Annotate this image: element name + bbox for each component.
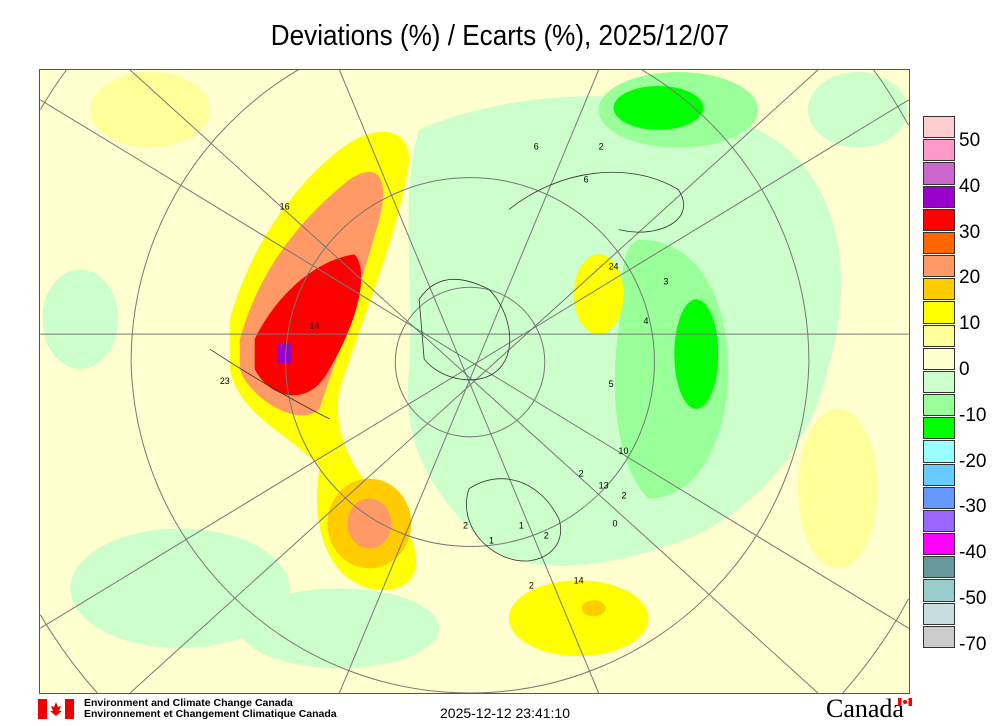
station-labels: 16 14 23 24 3 4 5 10 13 2 2 0 2 1 1 2 2 … <box>220 142 669 591</box>
svg-text:14: 14 <box>310 321 320 331</box>
timestamp: 2025-12-12 23:41:10 <box>440 705 570 721</box>
legend-swatch <box>923 185 955 208</box>
legend-label: 10 <box>959 313 981 335</box>
graticule <box>40 70 909 693</box>
legend-label: 40 <box>959 175 981 197</box>
legend-swatch <box>923 324 955 347</box>
legend-swatch <box>923 509 955 533</box>
legend-swatch <box>923 116 955 139</box>
organization-name: Environment and Climate Change Canada En… <box>84 698 337 720</box>
canada-flag-icon <box>38 699 74 719</box>
legend-label: -10 <box>959 404 987 426</box>
legend-label: 30 <box>959 221 981 243</box>
legend-swatch <box>923 556 955 579</box>
svg-text:2: 2 <box>599 142 604 152</box>
legend-swatch <box>923 486 955 509</box>
legend-swatch <box>923 301 955 324</box>
negative-anomaly-areas <box>42 71 908 669</box>
svg-text:10: 10 <box>619 446 629 456</box>
svg-text:1: 1 <box>489 535 494 545</box>
legend-swatch <box>923 440 955 463</box>
color-legend <box>923 115 955 648</box>
svg-text:14: 14 <box>574 575 584 585</box>
svg-text:4: 4 <box>643 316 648 326</box>
legend-label: -40 <box>959 542 987 564</box>
legend-swatch <box>923 208 955 231</box>
svg-text:2: 2 <box>463 521 468 531</box>
svg-text:2: 2 <box>579 469 584 479</box>
org-name-fr: Environnement et Changement Climatique C… <box>84 708 337 720</box>
legend-label: -70 <box>959 633 987 655</box>
legend-swatch <box>923 417 955 440</box>
svg-text:2: 2 <box>544 530 549 540</box>
legend-swatch <box>923 602 955 625</box>
svg-text:6: 6 <box>584 175 589 185</box>
svg-text:2: 2 <box>529 580 534 590</box>
canada-wordmark: Canada <box>826 694 904 723</box>
legend-swatch <box>923 347 955 370</box>
legend-swatch <box>923 162 955 185</box>
svg-text:1: 1 <box>519 521 524 531</box>
polar-map: 16 14 23 24 3 4 5 10 13 2 2 0 2 1 1 2 2 … <box>39 69 910 694</box>
legend-swatch <box>923 625 955 648</box>
legend-swatch <box>923 370 955 394</box>
org-name-en: Environment and Climate Change Canada <box>84 697 293 709</box>
legend-swatch <box>923 278 955 301</box>
legend-label: -50 <box>959 588 987 609</box>
svg-text:24: 24 <box>609 261 619 271</box>
legend-swatch <box>923 579 955 602</box>
legend-swatch <box>923 394 955 417</box>
legend-swatch <box>923 231 955 255</box>
svg-text:3: 3 <box>663 276 668 286</box>
svg-text:16: 16 <box>280 202 290 212</box>
legend-swatch <box>923 463 955 486</box>
svg-text:6: 6 <box>534 142 539 152</box>
legend-swatch <box>923 139 955 162</box>
svg-text:5: 5 <box>609 379 614 389</box>
deviation-field: 16 14 23 24 3 4 5 10 13 2 2 0 2 1 1 2 2 … <box>40 70 909 693</box>
svg-text:23: 23 <box>220 376 230 386</box>
svg-text:2: 2 <box>622 491 627 501</box>
legend-swatch <box>923 255 955 278</box>
legend-label: 50 <box>959 130 981 151</box>
svg-text:13: 13 <box>599 481 609 491</box>
legend-label: 0 <box>959 359 970 380</box>
legend-label: -30 <box>959 496 987 518</box>
chart-title: Deviations (%) / Ecarts (%), 2025/12/07 <box>270 20 730 52</box>
legend-label: 20 <box>959 267 981 289</box>
legend-label: -20 <box>959 450 987 472</box>
coastlines <box>209 171 685 562</box>
wordmark-flag-icon <box>898 698 912 706</box>
legend-swatch <box>923 533 955 556</box>
svg-text:0: 0 <box>613 519 618 529</box>
